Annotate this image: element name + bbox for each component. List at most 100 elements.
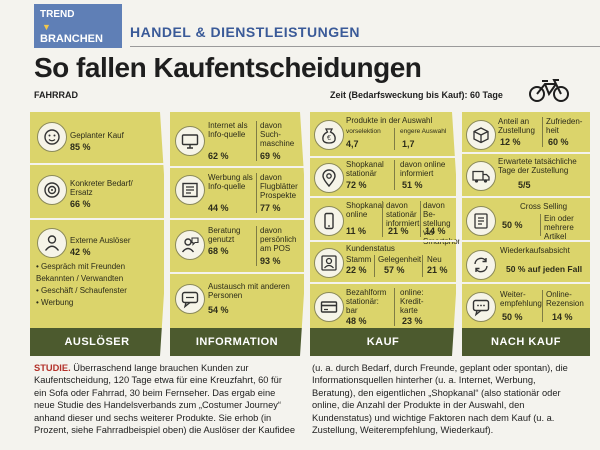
row-divider [310,282,456,284]
nk-cross-label: Cross Selling [520,202,568,211]
money-bag-icon: € [314,120,344,150]
kauf-engere-label: engere Auswahl [400,128,447,135]
ausloeser-geplant-value: 85 % [70,142,91,152]
column-nach-kauf: Anteil an Zustellung 12 % Zufrieden-heit… [462,112,590,356]
advisor-icon [175,230,205,260]
value-divider [394,128,395,150]
info-werbung-label: Werbung als Info-quelle [208,173,253,191]
delivery-truck-icon [466,161,496,191]
nk-zustellung-value: 12 % [500,137,521,147]
page-title: So fallen Kaufentscheidungen [34,52,422,83]
list-item: • Geschäft / Schaufenster [36,286,127,295]
nk-artikel-label: Ein oder mehrere Artikel [544,214,574,241]
info-werbung-value: 44 % [208,203,229,213]
ausloeser-geplant-label: Geplanter Kauf [70,131,124,140]
nk-wiederkauf-value: 50 % auf jeden Fall [506,264,583,274]
kauf-auswahl-title: Produkte in der Auswahl [346,116,433,125]
kauf-bar-label: Bezahlform stationär: bar [346,288,387,315]
section-title: HANDEL & DIENSTLEISTUNGEN [130,24,361,40]
location-pin-icon [314,163,344,193]
article-text: Überraschend lange brauchen Kunden zur K… [34,363,568,436]
shopping-list-icon [466,206,496,236]
info-beratung-label: Beratung genutzt [208,226,241,244]
kauf-online-value: 11 % [346,226,367,236]
info-prospekte-value: 77 % [260,203,281,213]
nk-weiterempfehlung-label: Weiter-empfehlung [500,290,542,308]
row-divider [462,196,590,198]
value-divider [256,173,257,213]
chat-icon [175,284,205,314]
info-suchmaschine-value: 69 % [260,151,281,161]
kauf-stationaer-informiert-value: 21 % [388,226,409,236]
kauf-kreditkarte-value: 23 % [402,316,423,326]
kauf-smartphone-value: 14 % [425,226,446,236]
face-icon [37,122,67,152]
customer-icon [314,248,344,278]
row-divider [462,240,590,242]
ausloeser-bullet-list: • Gespräch mit Freunden Bekannten / Verw… [36,261,164,309]
nk-zufriedenheit-label: Zufrieden-heit [546,117,583,135]
info-austausch-label: Austausch mit anderen Personen [208,282,290,300]
kauf-online-informiert-label: davon online informiert [400,160,446,178]
info-pos-label: davon persönlich am POS [260,226,297,253]
kauf-kreditkarte-label: online: Kredit-karte [400,288,424,315]
info-austausch-value: 54 % [208,305,229,315]
nk-tage-label: Erwartete tatsächliche Tage der Zustellu… [498,157,577,175]
list-item: • Gespräch mit Freunden Bekannten / Verw… [36,262,126,283]
target-icon [37,175,67,205]
branchen-label: BRANCHEN [40,33,103,45]
article-body: STUDIE. Überraschend lange brauchen Kund… [34,362,574,436]
kauf-engere-value: 1,7 [402,139,415,149]
row-divider [462,152,590,154]
nk-tage-value: 5/5 [518,180,531,190]
kauf-vorselektion-label: vorselektion [346,128,381,135]
studie-label: STUDIE. [34,363,71,373]
trend-badge: TREND ▼ BRANCHEN [34,4,122,48]
info-internet-value: 62 % [208,151,229,161]
ausloeser-bedarf-value: 66 % [70,199,91,209]
nk-wiederkauf-label: Wiederkaufsabsicht [500,246,570,255]
nk-cross-value: 50 % [502,220,523,230]
value-divider [256,226,257,266]
infographic-subtitle: FAHRRAD [34,90,78,100]
value-divider [382,201,383,237]
value-divider [256,121,257,161]
payment-icon [314,292,344,322]
newspaper-icon [175,175,205,205]
footer-nach-kauf: NACH KAUF [462,328,590,356]
nk-rezension-value: 14 % [552,312,573,322]
ausloeser-extern-value: 42 % [70,247,91,257]
info-internet-label: Internet als Info-quelle [208,121,248,139]
nk-weiterempfehlung-value: 50 % [502,312,523,322]
kauf-stamm-value: 22 % [346,265,367,275]
info-beratung-value: 68 % [208,246,229,256]
kauf-online-informiert-value: 51 % [402,180,423,190]
value-divider [542,290,543,322]
person-icon [37,228,67,258]
row-divider [310,240,456,242]
row-divider [310,196,456,198]
column-ausloeser: Geplanter Kauf 85 % Konkreter Bedarf/ Er… [30,112,164,356]
nk-zufriedenheit-value: 60 % [548,137,569,147]
kauf-gelegenheit-label: Gelegenheit [378,255,422,264]
info-suchmaschine-label: davon Such-maschine [260,121,295,148]
list-item: • Werbung [36,298,74,307]
value-divider [394,160,395,190]
footer-kauf: KAUF [310,328,456,356]
row-divider [170,272,304,274]
recommendation-icon [466,292,496,322]
nk-rezension-label: Online-Rezension [546,290,584,308]
row-divider [310,156,456,158]
kauf-stamm-label: Stamm [346,255,372,264]
trend-label: TREND [40,9,75,20]
kauf-vorselektion-value: 4,7 [346,139,359,149]
value-divider [422,255,423,277]
computer-icon [175,126,205,156]
kauf-bar-value: 48 % [346,316,367,326]
kauf-kundenstatus-title: Kundenstatus [346,244,395,253]
kauf-stationaer-informiert-label: davon stationär informiert [386,201,420,228]
value-divider [374,255,375,277]
value-divider [394,288,395,326]
kauf-online-label: Shopkanal online [346,201,384,219]
